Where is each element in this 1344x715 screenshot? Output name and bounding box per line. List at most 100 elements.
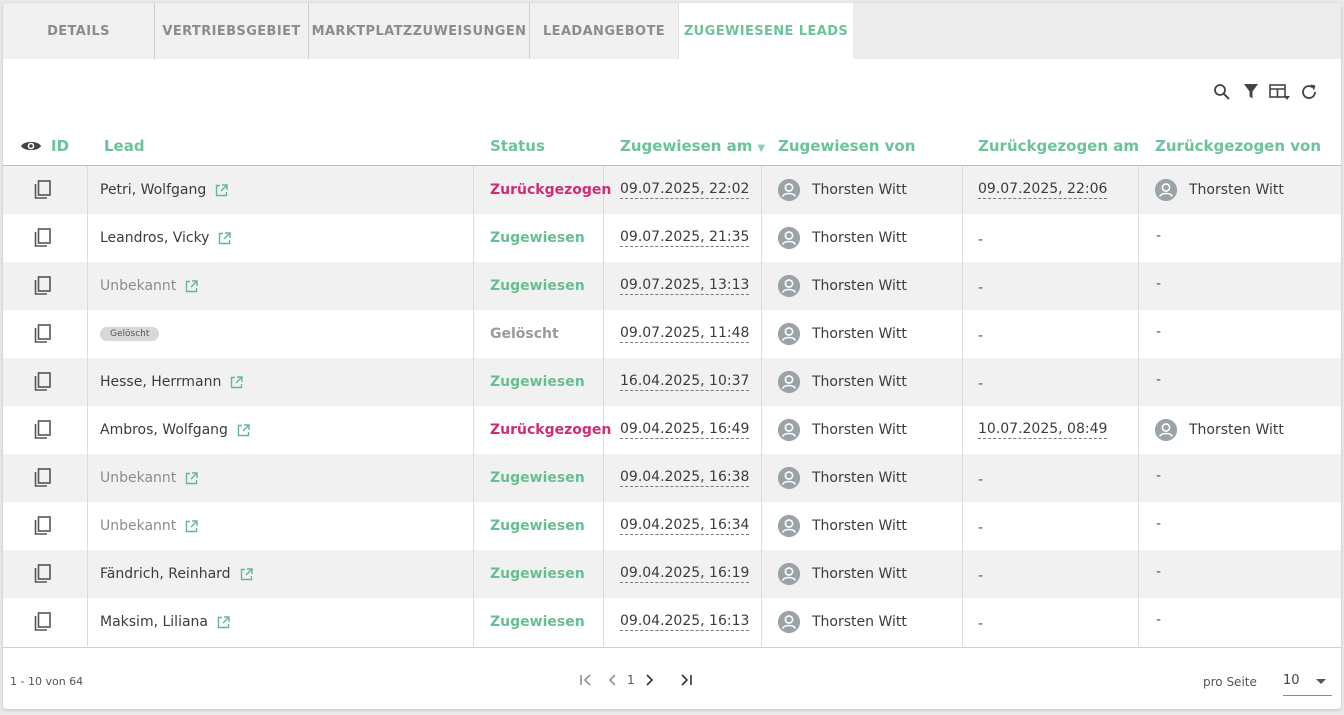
column-divider (962, 454, 963, 502)
copy-icon[interactable] (32, 467, 54, 493)
copy-icon[interactable] (32, 179, 54, 205)
status-label: Zugewiesen (490, 278, 585, 294)
assigned-by-cell: Thorsten Witt (778, 166, 907, 214)
external-link-icon[interactable] (185, 279, 198, 293)
tab-details[interactable]: DETAILS (3, 3, 154, 59)
column-divider (761, 214, 762, 262)
withdrawn-by-cell: - (1156, 550, 1161, 598)
avatar (778, 611, 800, 633)
table-row[interactable]: Leandros, Vicky Zugewiesen 09.07.2025, 21:… (3, 214, 1341, 262)
table-row[interactable]: Petri, Wolfgang Zurückgezogen 09.07.2025, … (3, 166, 1341, 214)
column-divider (603, 502, 604, 550)
table-row[interactable]: Hesse, Herrmann Zugewiesen 16.04.2025, 10:… (3, 358, 1341, 406)
column-divider (962, 310, 963, 358)
assigned-by-name: Thorsten Witt (812, 182, 907, 198)
assigned-at-date: 09.04.2025, 16:19 (620, 565, 750, 583)
copy-icon[interactable] (32, 419, 54, 445)
column-divider (962, 502, 963, 550)
range-label: 1 - 10 von 64 (10, 675, 84, 688)
columns-icon[interactable] (1269, 81, 1290, 102)
lead-name: Fändrich, Reinhard (100, 566, 231, 582)
withdrawn-at-value: - (978, 280, 984, 296)
external-link-icon[interactable] (217, 615, 230, 629)
table-row[interactable]: Ambros, Wolfgang Zurückgezogen 09.04.2025,… (3, 406, 1341, 454)
column-divider (473, 262, 474, 310)
tab-bar: DETAILS VERTRIEBSGEBIET MARKTPLATZZUWEIS… (3, 3, 1341, 59)
column-divider (1138, 406, 1139, 454)
withdrawn-at-value: - (978, 520, 984, 536)
deleted-badge: Gelöscht (100, 327, 160, 341)
column-divider (473, 214, 474, 262)
external-link-icon[interactable] (237, 423, 250, 437)
copy-icon[interactable] (32, 371, 54, 397)
withdrawn-by-cell: - (1156, 502, 1161, 550)
status-cell: Zugewiesen (490, 262, 585, 310)
eye-icon[interactable] (20, 139, 42, 153)
copy-icon[interactable] (32, 611, 54, 637)
table-row[interactable]: Fändrich, Reinhard Zugewiesen 09.04.2025, … (3, 550, 1341, 598)
status-label: Zugewiesen (490, 470, 585, 486)
search-icon[interactable] (1211, 81, 1232, 102)
column-header-withdrawn-at[interactable]: Zurückgezogen am (978, 137, 1140, 155)
column-divider (761, 358, 762, 406)
status-cell: Zugewiesen (490, 214, 585, 262)
tab-vertriebsgebiet[interactable]: VERTRIEBSGEBIET (154, 3, 308, 59)
assigned-by-cell: Thorsten Witt (778, 214, 907, 262)
withdrawn-at-cell: 10.07.2025, 08:49 (978, 406, 1108, 454)
column-divider (1138, 454, 1139, 502)
assigned-leads-table: ID Lead Status Zugewiesen am ▼ Zugewiesen… (3, 129, 1341, 646)
copy-icon[interactable] (32, 275, 54, 301)
tab-zugewiesene-leads[interactable]: ZUGEWIESENE LEADS (678, 3, 853, 59)
assigned-by-cell: Thorsten Witt (778, 454, 907, 502)
column-header-withdrawn-by[interactable]: Zurückgezogen von (1155, 137, 1322, 155)
external-link-icon[interactable] (215, 183, 228, 197)
table-row[interactable]: Maksim, Liliana Zugewiesen 09.04.2025, 16:… (3, 598, 1341, 646)
table-row[interactable]: Unbekannt Zugewiesen 09.07.2025, 13:13 Thor… (3, 262, 1341, 310)
copy-icon[interactable] (32, 323, 54, 349)
lead-name: Ambros, Wolfgang (100, 422, 228, 438)
filter-icon[interactable] (1240, 81, 1261, 102)
column-header-assigned-at[interactable]: Zugewiesen am ▼ (620, 137, 765, 155)
column-header-id[interactable]: ID (51, 137, 70, 155)
previous-page-icon[interactable] (599, 670, 625, 690)
column-divider (87, 166, 88, 214)
assigned-at-date: 16.04.2025, 10:37 (620, 373, 750, 391)
external-link-icon[interactable] (240, 567, 253, 581)
external-link-icon[interactable] (185, 471, 198, 485)
column-divider (603, 454, 604, 502)
column-header-lead[interactable]: Lead (104, 137, 145, 155)
assigned-by-name: Thorsten Witt (812, 326, 907, 342)
tab-leadangebote[interactable]: LEADANGEBOTE (529, 3, 678, 59)
withdrawn-by-cell: - (1156, 358, 1161, 406)
status-label: Zurückgezogen (490, 422, 612, 438)
avatar (778, 515, 800, 537)
withdrawn-at-value: - (978, 472, 984, 488)
assigned-at-cell: 09.04.2025, 16:49 (620, 406, 750, 454)
copy-icon[interactable] (32, 515, 54, 541)
external-link-icon[interactable] (230, 375, 244, 389)
last-page-icon[interactable] (673, 670, 699, 690)
withdrawn-at-date: 10.07.2025, 08:49 (978, 421, 1108, 439)
status-label: Zurückgezogen (490, 182, 612, 198)
assigned-at-date: 09.07.2025, 13:13 (620, 277, 750, 295)
table-row[interactable]: Gelöscht Gelöscht 09.07.2025, 11:48 Thorste… (3, 310, 1341, 358)
external-link-icon[interactable] (185, 519, 198, 533)
lead-name: Petri, Wolfgang (100, 182, 207, 198)
per-page-select[interactable]: 10 (1283, 668, 1332, 696)
lead-cell: Unbekannt (100, 502, 198, 550)
first-page-icon[interactable] (573, 670, 599, 690)
external-link-icon[interactable] (218, 231, 232, 245)
table-row[interactable]: Unbekannt Zugewiesen 09.04.2025, 16:38 Thor… (3, 454, 1341, 502)
current-page: 1 (627, 673, 635, 687)
copy-icon[interactable] (32, 563, 54, 589)
column-header-assigned-by[interactable]: Zugewiesen von (778, 137, 916, 155)
refresh-icon[interactable] (1298, 81, 1319, 102)
column-divider (473, 454, 474, 502)
column-header-status[interactable]: Status (490, 137, 545, 155)
tab-marktplatzzuweisungen[interactable]: MARKTPLATZZUWEISUNGEN (308, 3, 529, 59)
table-row[interactable]: Unbekannt Zugewiesen 09.04.2025, 16:34 Thor… (3, 502, 1341, 550)
next-page-icon[interactable] (637, 670, 663, 690)
column-divider (761, 262, 762, 310)
copy-icon[interactable] (32, 227, 54, 253)
withdrawn-at-cell: - (978, 502, 983, 550)
